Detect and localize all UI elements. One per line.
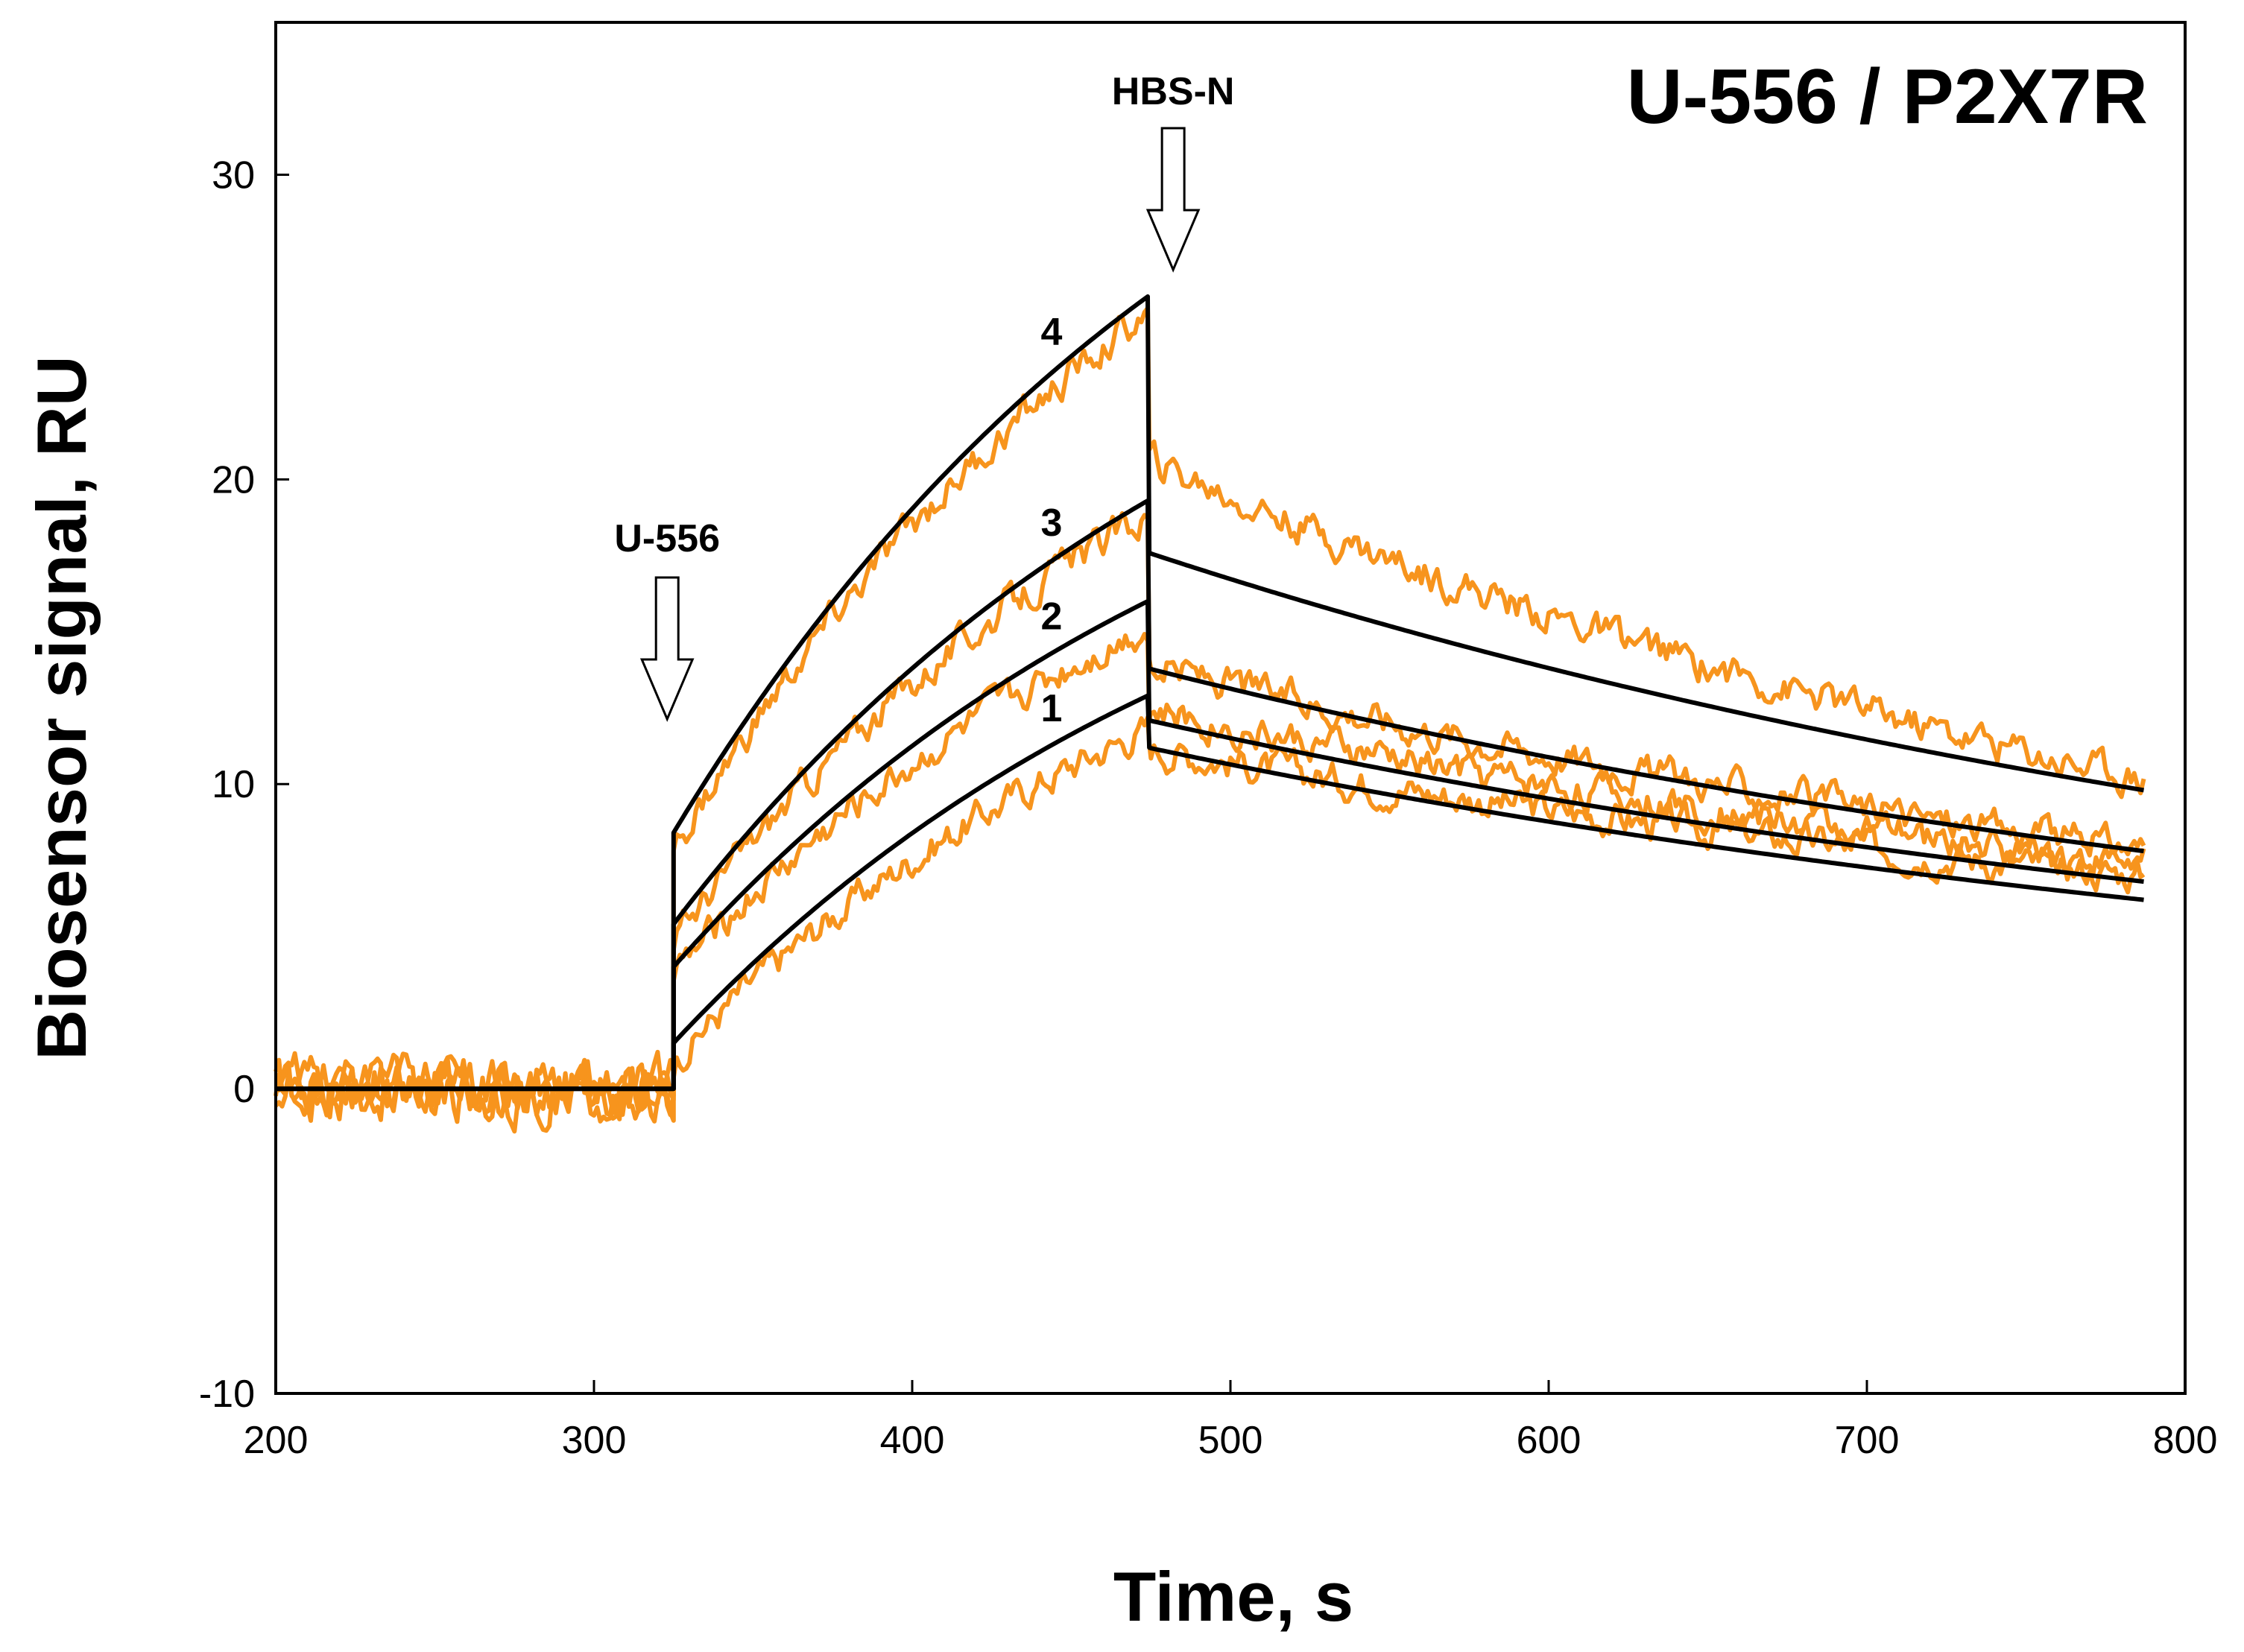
experimental-trace-4	[274, 306, 2146, 1123]
annotations: U-556 HBS-N	[614, 70, 1235, 722]
experimental-trace-3	[274, 510, 2146, 1133]
x-axis: 200 300 400 500 600 700 800	[244, 1380, 2218, 1462]
x-axis-title: Time, s	[1113, 1557, 1353, 1636]
chart-title: U-556 / P2X7R	[1627, 54, 2148, 140]
fit-curve-3	[276, 499, 2144, 1092]
annotation-label-u556: U-556	[614, 517, 720, 560]
curve-labels: 1 2 3 4	[1040, 311, 1062, 730]
injection-arrow-u556	[639, 576, 695, 722]
fit-curve-1	[276, 693, 2144, 1092]
x-tick-label: 700	[1835, 1419, 1900, 1462]
x-tick-label: 300	[562, 1419, 627, 1462]
fit-curve-4	[276, 294, 2144, 1092]
y-axis: -10 0 10 20 30	[199, 154, 289, 1416]
injection-arrow-hbsn	[1145, 127, 1201, 273]
x-tick-label: 400	[880, 1419, 945, 1462]
x-tick-label: 200	[244, 1419, 309, 1462]
fit-curves	[276, 294, 2144, 1092]
plot-frame	[274, 21, 2187, 1395]
y-axis-title: Biosensor signal, RU	[22, 355, 101, 1060]
curve-label-1: 1	[1040, 687, 1062, 730]
experimental-trace-1	[274, 715, 2146, 1124]
y-tick-label: -10	[199, 1373, 255, 1416]
x-tick-label: 800	[2153, 1419, 2218, 1462]
x-tick-label: 600	[1517, 1419, 1581, 1462]
y-tick-label: 10	[212, 763, 255, 806]
curve-label-4: 4	[1040, 311, 1062, 354]
curve-label-2: 2	[1040, 595, 1062, 638]
y-tick-label: 0	[233, 1068, 255, 1111]
experimental-traces	[274, 306, 2146, 1134]
y-tick-label: 20	[212, 458, 255, 501]
y-tick-label: 30	[212, 154, 255, 197]
annotation-label-hbsn: HBS-N	[1112, 70, 1235, 113]
x-tick-label: 500	[1198, 1419, 1263, 1462]
curve-label-3: 3	[1040, 501, 1062, 545]
